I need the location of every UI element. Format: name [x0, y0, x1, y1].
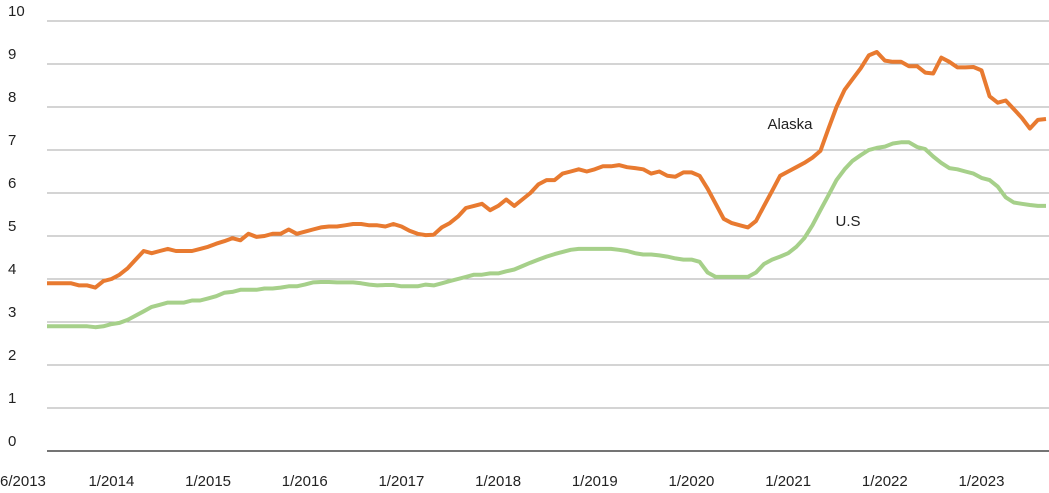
x-tick-label: 1/2023 — [959, 473, 1005, 490]
series-line — [47, 50, 1047, 290]
y-tick-label: 9 — [8, 46, 16, 63]
x-tick-label: 1/2020 — [669, 473, 715, 490]
y-tick-label: 1 — [8, 390, 16, 407]
x-tick-label: 1/2022 — [862, 473, 908, 490]
x-tick-label: 1/2016 — [282, 473, 328, 490]
x-tick-label: 1/2019 — [572, 473, 618, 490]
series-label: U.S — [835, 213, 860, 230]
y-tick-label: 10 — [8, 3, 25, 20]
x-tick-label: 6/2013 — [0, 473, 46, 490]
y-tick-label: 2 — [8, 347, 16, 364]
y-tick-label: 3 — [8, 304, 16, 321]
y-tick-label: 5 — [8, 218, 16, 235]
x-tick-label: 1/2017 — [378, 473, 424, 490]
y-tick-label: 0 — [8, 433, 16, 450]
x-tick-label: 1/2015 — [185, 473, 231, 490]
y-tick-label: 8 — [8, 89, 16, 106]
y-tick-label: 6 — [8, 175, 16, 192]
x-tick-label: 1/2014 — [88, 473, 134, 490]
y-tick-label: 7 — [8, 132, 16, 149]
series-line — [47, 140, 1046, 330]
y-tick-label: 4 — [8, 261, 16, 278]
x-tick-label: 1/2018 — [475, 473, 521, 490]
x-tick-label: 1/2021 — [765, 473, 811, 490]
series-label: Alaska — [767, 116, 813, 133]
